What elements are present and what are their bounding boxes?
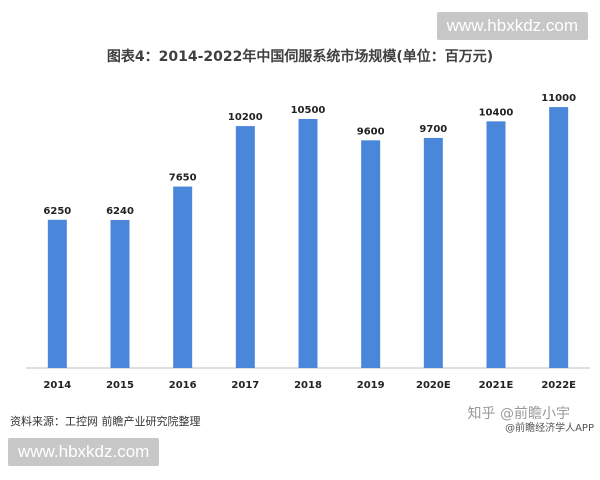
data-label-2017: 10200 (228, 112, 263, 123)
x-tick-2014: 2014 (43, 380, 71, 391)
data-label-2019: 9600 (357, 126, 385, 137)
chart-title: 图表4：2014-2022年中国伺服系统市场规模(单位：百万元) (106, 49, 494, 65)
x-tick-2021E: 2021E (479, 380, 514, 391)
x-tick-2019: 2019 (357, 380, 385, 391)
x-tick-2017: 2017 (231, 380, 259, 391)
bar-2014 (47, 219, 67, 368)
data-label-2016: 7650 (169, 173, 197, 184)
data-label-2018: 10500 (291, 105, 326, 116)
bar-2015 (110, 220, 130, 368)
watermark-top: www.hbxkdz.com (436, 12, 588, 40)
data-label-2015: 6240 (106, 206, 134, 217)
data-label-2021E: 10400 (479, 107, 514, 118)
bar-2022E (549, 107, 569, 368)
bar-2021E (486, 121, 506, 369)
data-label-2022E: 11000 (541, 93, 576, 104)
data-label-2020E: 9700 (419, 124, 447, 135)
bar-2020E (423, 137, 443, 368)
data-label-2014: 6250 (43, 206, 71, 217)
bar-2019 (361, 140, 381, 368)
bar-2018 (298, 118, 318, 368)
x-tick-2018: 2018 (294, 380, 322, 391)
app-credit: @前瞻经济学人APP (505, 423, 594, 434)
watermark-bottom: www.hbxkdz.com (8, 438, 160, 466)
x-tick-2016: 2016 (169, 380, 197, 391)
bar-2016 (173, 186, 193, 368)
bar-2017 (235, 126, 255, 368)
zhihu-credit: 知乎 @前瞻小宇 (467, 406, 570, 422)
x-tick-2015: 2015 (106, 380, 134, 391)
x-tick-2022E: 2022E (541, 380, 576, 391)
x-tick-2020E: 2020E (416, 380, 451, 391)
source-note: 资料来源：工控网 前瞻产业研究院整理 (10, 415, 201, 428)
